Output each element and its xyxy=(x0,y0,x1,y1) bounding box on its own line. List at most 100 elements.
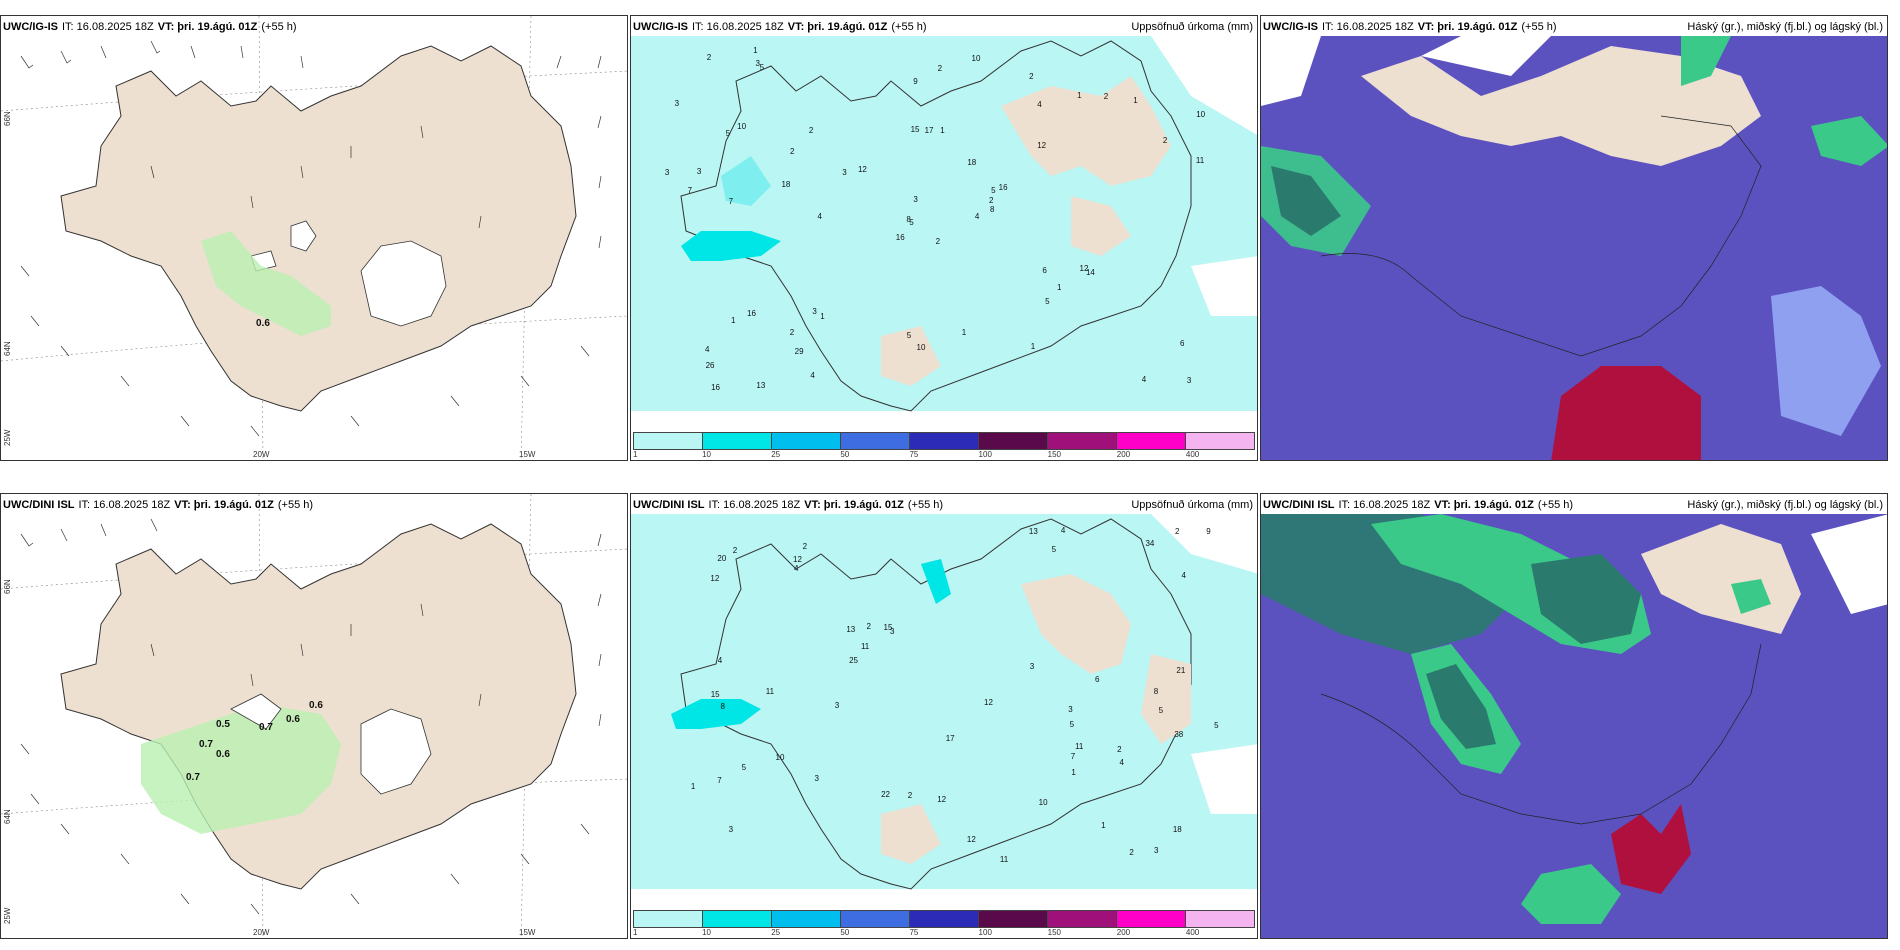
value-label: 0.6 xyxy=(256,318,270,329)
colorbar-swatch xyxy=(634,911,703,927)
colorbar-swatch xyxy=(634,433,703,449)
map-precip-igis xyxy=(631,36,1257,412)
precip-value: 16 xyxy=(998,182,1008,192)
precip-value: 26 xyxy=(705,360,715,370)
colorbar-label: 150 xyxy=(1047,928,1062,937)
panel-clouds-dini: UWC/DINI ISL IT: 16.08.2025 18Z VT: þri.… xyxy=(1260,493,1888,939)
precip-value: 3 xyxy=(674,98,680,108)
precip-value: 14 xyxy=(1085,267,1095,277)
value-label: 0.6 xyxy=(309,700,323,711)
precip-value: 3 xyxy=(755,58,760,68)
lat-tick: 64N xyxy=(3,809,12,824)
colorbar-label: 100 xyxy=(978,928,992,937)
precip-value: 1 xyxy=(1077,90,1082,100)
map-wind-igis xyxy=(1,16,627,460)
lat-tick: 66N xyxy=(3,579,12,594)
precip-value: 5 xyxy=(906,331,912,341)
precip-value: 8 xyxy=(720,701,725,711)
precip-value: 7 xyxy=(717,775,722,785)
model-name: UWC/DINI ISL xyxy=(633,499,705,511)
precip-value: 12 xyxy=(984,697,993,707)
precip-value: 2 xyxy=(732,545,738,555)
colorbar-swatch xyxy=(841,433,910,449)
colorbar-swatch xyxy=(1117,433,1186,449)
panel-header: UWC/DINI ISL IT: 16.08.2025 18Z VT: þri.… xyxy=(1263,499,1883,515)
precip-value: 1 xyxy=(753,46,758,56)
precip-value: 4 xyxy=(974,211,980,221)
precip-value: 2 xyxy=(989,195,994,205)
precip-value: 3 xyxy=(728,825,734,835)
product-title: Uppsöfnuð úrkoma (mm) xyxy=(1131,21,1253,33)
colorbar-swatch xyxy=(1186,911,1254,927)
precip-value: 16 xyxy=(711,382,720,392)
map-precip-dini xyxy=(631,514,1257,890)
panel-header: UWC/IG-IS IT: 16.08.2025 18Z VT: þri. 19… xyxy=(3,21,623,37)
precip-value: 4 xyxy=(1119,757,1124,767)
precip-value: 4 xyxy=(1037,99,1042,109)
precip-value: 1 xyxy=(1056,283,1062,293)
precip-value: 2 xyxy=(1103,92,1109,102)
colorbar-label: 400 xyxy=(1185,450,1200,459)
precip-value: 12 xyxy=(1079,263,1089,273)
map-wind-dini xyxy=(1,494,627,938)
colorbar-swatch xyxy=(910,911,979,927)
precip-value: 10 xyxy=(1038,797,1048,807)
panel-header: UWC/DINI ISL IT: 16.08.2025 18Z VT: þri.… xyxy=(633,499,1253,515)
model-name: UWC/IG-IS xyxy=(633,21,688,33)
colorbar-label: 10 xyxy=(702,928,712,937)
colorbar-labels: 1 10 25 50 75 100 150 200 400 xyxy=(633,928,1255,938)
model-name: UWC/DINI ISL xyxy=(1263,499,1335,511)
init-time: IT: 16.08.2025 18Z xyxy=(78,499,171,511)
precip-value: 1 xyxy=(820,311,825,321)
precip-value: 2 xyxy=(937,63,943,73)
precip-value: 3 xyxy=(664,168,670,178)
colorbar-swatch xyxy=(1117,911,1186,927)
precip-value: 22 xyxy=(881,789,890,799)
colorbar xyxy=(633,432,1255,450)
precip-value: 11 xyxy=(1195,156,1205,166)
precip-value: 17 xyxy=(924,126,934,136)
precip-value: 3 xyxy=(889,626,895,636)
precip-value: 5 xyxy=(909,218,914,228)
colorbar-label: 150 xyxy=(1047,450,1062,459)
panel-wind-igis: UWC/IG-IS IT: 16.08.2025 18Z VT: þri. 19… xyxy=(0,15,628,461)
init-time: IT: 16.08.2025 18Z xyxy=(1322,21,1414,33)
precip-value: 1 xyxy=(940,125,945,135)
precip-value: 3 xyxy=(834,700,840,710)
precip-value: 11 xyxy=(1075,741,1084,751)
precip-value: 13 xyxy=(1028,527,1038,537)
panel-clouds-igis: UWC/IG-IS IT: 16.08.2025 18Z VT: þri. 19… xyxy=(1260,15,1888,461)
precip-value: 4 xyxy=(793,564,799,574)
map-clouds-dini xyxy=(1261,514,1887,938)
precip-value: 5 xyxy=(1069,719,1075,729)
precip-value: 29 xyxy=(794,346,804,356)
precip-value: 4 xyxy=(704,344,710,354)
precip-value: 2 xyxy=(907,791,913,801)
colorbar-label: 1 xyxy=(633,928,638,937)
precip-value: 12 xyxy=(857,165,867,175)
colorbar-swatch xyxy=(1048,433,1117,449)
precip-value: 4 xyxy=(1141,375,1147,385)
colorbar-label: 1 xyxy=(633,450,638,459)
precip-value: 3 xyxy=(842,167,847,177)
precip-value: 5 xyxy=(1051,545,1057,555)
precip-value: 3 xyxy=(1186,375,1192,385)
colorbar-label: 25 xyxy=(771,450,781,459)
valid-time: VT: þri. 19.ágú. 01Z xyxy=(174,499,274,511)
model-name: UWC/IG-IS xyxy=(3,21,58,33)
precip-value: 13 xyxy=(846,624,856,634)
colorbar-swatch xyxy=(703,911,772,927)
colorbar-swatch xyxy=(703,433,772,449)
colorbar-label: 200 xyxy=(1116,450,1131,459)
precip-value: 4 xyxy=(1060,525,1066,535)
precip-value: 2 xyxy=(1129,848,1134,858)
precip-value: 12 xyxy=(710,573,720,583)
precip-value: 5 xyxy=(991,185,996,195)
precip-value: 3 xyxy=(913,195,918,205)
panel-precip-dini: UWC/DINI ISL IT: 16.08.2025 18Z VT: þri.… xyxy=(630,493,1258,939)
init-time: IT: 16.08.2025 18Z xyxy=(708,499,801,511)
precip-value: 34 xyxy=(1145,538,1155,548)
precip-value: 1 xyxy=(731,315,736,325)
colorbar-label: 10 xyxy=(702,450,712,459)
colorbar-labels: 1 10 25 50 75 100 150 200 400 xyxy=(633,450,1255,460)
